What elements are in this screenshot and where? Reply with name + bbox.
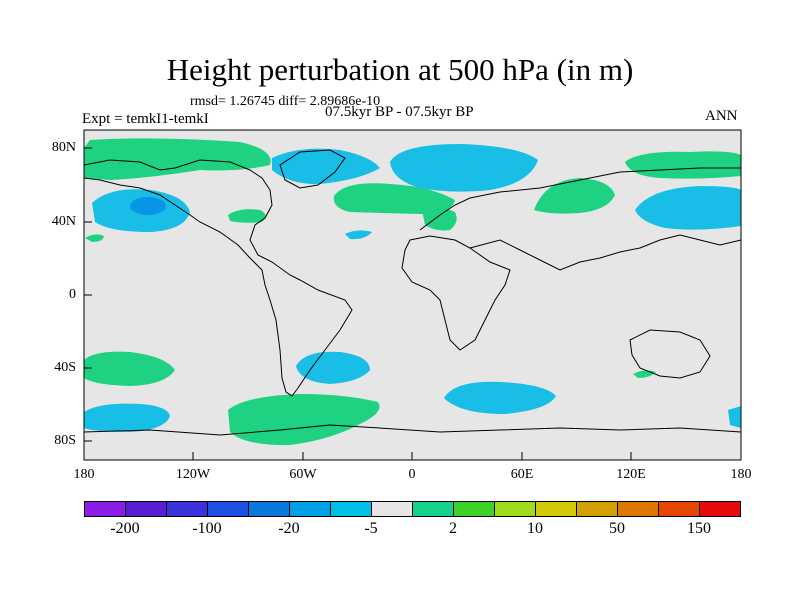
lon-label: 60W	[289, 467, 317, 482]
lat-label: 80N	[51, 140, 76, 155]
negative-anomaly-regions	[84, 144, 741, 432]
lon-label: 180	[73, 467, 95, 482]
colorbar-segment	[659, 502, 700, 516]
lat-label: 0	[69, 287, 76, 302]
lon-label: 60E	[510, 467, 534, 482]
colorbar-segment	[208, 502, 249, 516]
colorbar	[84, 501, 741, 517]
season-label: ANN	[705, 108, 738, 124]
colorbar-label: -100	[192, 520, 222, 537]
colorbar-label: -5	[364, 520, 378, 537]
axis-ticks	[83, 147, 742, 460]
lat-label: 40N	[51, 214, 76, 229]
strong-negative-center	[130, 197, 166, 215]
lon-label: 0	[408, 467, 416, 482]
colorbar-segment	[249, 502, 290, 516]
colorbar-segment	[536, 502, 577, 516]
lon-label: 120E	[616, 467, 646, 482]
lon-label: 180	[730, 467, 752, 482]
colorbar-segment	[372, 502, 413, 516]
stats-label: rmsd= 1.26745 diff= 2.89686e-10	[190, 94, 381, 109]
colorbar-label: 50	[609, 520, 625, 537]
colorbar-segment	[85, 502, 126, 516]
colorbar-segment	[167, 502, 208, 516]
experiment-label: Expt = temkI1-temkI	[82, 111, 209, 127]
period-label: 07.5kyr BP - 07.5kyr BP	[325, 104, 474, 120]
lat-label: 80S	[54, 433, 76, 448]
colorbar-segment	[331, 502, 372, 516]
lat-label: 40S	[54, 360, 76, 375]
colorbar-segment	[618, 502, 659, 516]
positive-anomaly-regions	[84, 138, 741, 446]
colorbar-segment	[700, 502, 740, 516]
colorbar-label: 10	[527, 520, 543, 537]
colorbar-segment	[413, 502, 454, 516]
colorbar-segment	[290, 502, 331, 516]
colorbar-segment	[577, 502, 618, 516]
lon-label: 120W	[175, 467, 211, 482]
colorbar-segment	[495, 502, 536, 516]
map-title: Height perturbation at 500 hPa (in m)	[166, 52, 634, 87]
colorbar-label: -200	[110, 520, 140, 537]
colorbar-label: 2	[449, 520, 457, 537]
colorbar-label: 150	[687, 520, 711, 537]
colorbar-segment	[126, 502, 167, 516]
colorbar-label: -20	[278, 520, 300, 537]
coastlines	[83, 149, 742, 436]
colorbar-segment	[454, 502, 495, 516]
